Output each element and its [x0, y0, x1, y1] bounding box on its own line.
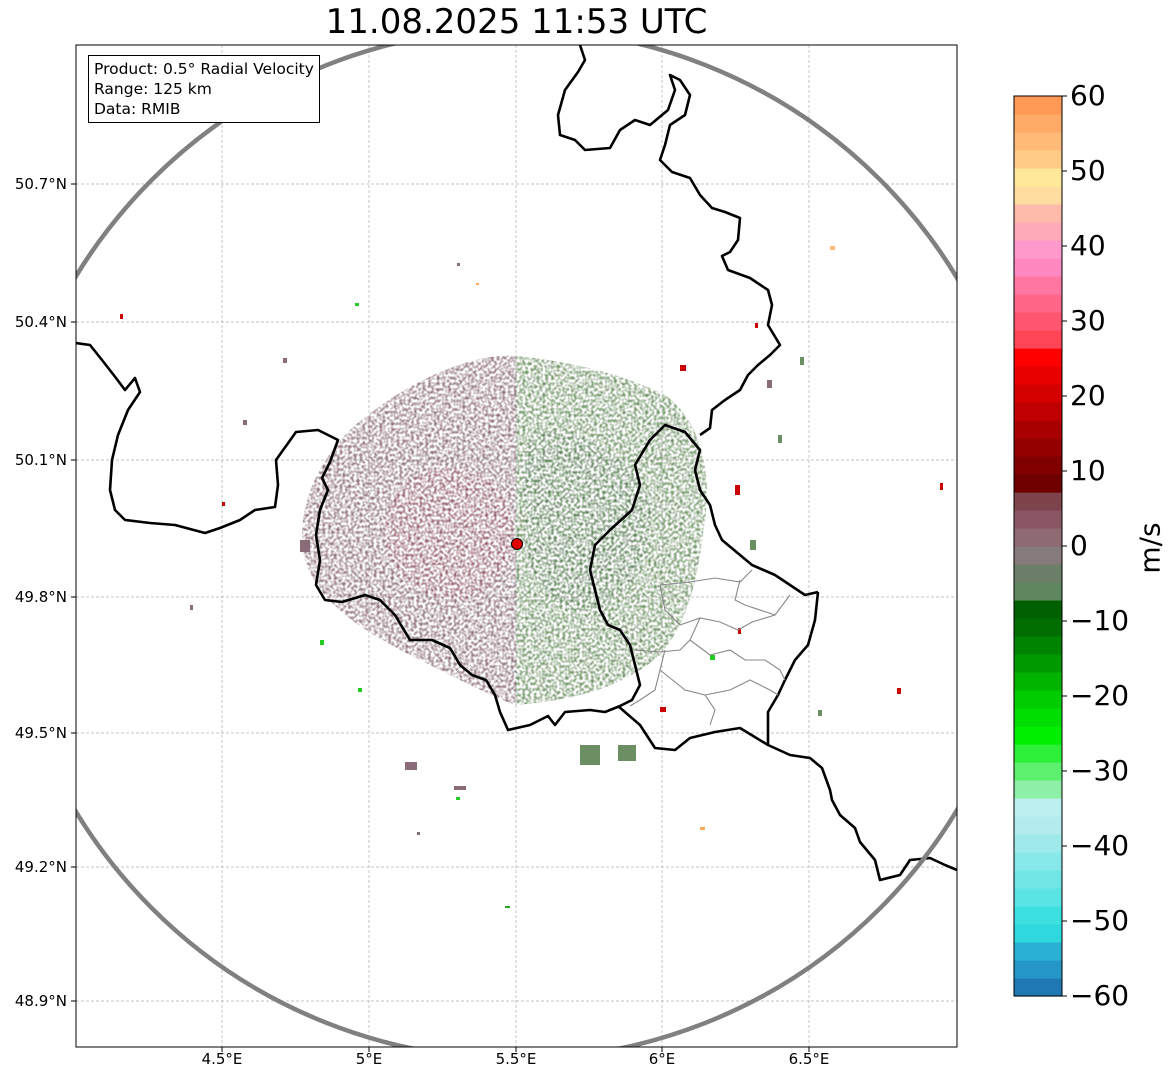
lat-label: 49.2°N [14, 858, 67, 876]
colorbar-segment [1014, 960, 1062, 979]
lon-label: 5.5°E [495, 1050, 537, 1068]
colorbar-segment [1014, 816, 1062, 835]
radar-site-marker [511, 538, 523, 550]
colorbar-segment [1014, 474, 1062, 493]
colorbar-tick-label: 60 [1070, 78, 1106, 112]
border-east [556, 45, 782, 437]
info-range: Range: 125 km [94, 80, 212, 98]
border-lux-east [766, 591, 820, 745]
info-box: Product: 0.5° Radial Velocity Range: 125… [88, 55, 320, 123]
colorbar-segment [1014, 636, 1062, 655]
colorbar-tick-label: −10 [1070, 603, 1130, 637]
colorbar-segment [1014, 294, 1062, 313]
colorbar-segment [1014, 978, 1062, 997]
map-title: 11.08.2025 11:53 UTC [325, 2, 708, 42]
colorbar-segment [1014, 564, 1062, 583]
colorbar-ticks [1062, 95, 1067, 997]
colorbar-segment [1014, 132, 1062, 151]
colorbar-segment [1014, 888, 1062, 907]
colorbar-tick-label: 20 [1070, 378, 1106, 412]
colorbar-segment [1014, 834, 1062, 853]
colorbar-segment [1014, 762, 1062, 781]
lon-label: 5°E [355, 1050, 383, 1068]
colorbar-segment [1014, 96, 1062, 115]
colorbar-unit-label: m/s [1133, 522, 1167, 574]
colorbar-tick-label: −20 [1070, 678, 1130, 712]
colorbar-segment [1014, 420, 1062, 439]
lat-label: 49.5°N [14, 724, 67, 742]
colorbar-segment [1014, 366, 1062, 385]
colorbar-segment [1014, 258, 1062, 277]
colorbar-tick-label: −30 [1070, 753, 1130, 787]
colorbar-segment [1014, 330, 1062, 349]
colorbar-segment [1014, 186, 1062, 205]
colorbar-segment [1014, 402, 1062, 421]
colorbar-tick-label: 30 [1070, 303, 1106, 337]
colorbar-segment [1014, 276, 1062, 295]
axis-ticks [71, 183, 810, 1052]
colorbar-segment [1014, 582, 1062, 601]
colorbar-segment [1014, 744, 1062, 763]
colorbar-segment [1014, 240, 1062, 259]
colorbar-segment [1014, 204, 1062, 223]
lon-label: 4.5°E [201, 1050, 243, 1068]
lat-label: 50.7°N [14, 175, 67, 193]
colorbar-segment [1014, 168, 1062, 187]
colorbar-segment [1014, 510, 1062, 529]
colorbar-segment [1014, 348, 1062, 367]
colorbar-segment [1014, 852, 1062, 871]
colorbar-tick-label: 10 [1070, 453, 1106, 487]
colorbar-segment [1014, 384, 1062, 403]
colorbar-segment [1014, 672, 1062, 691]
colorbar-segment [1014, 438, 1062, 457]
colorbar-segment [1014, 924, 1062, 943]
colorbar-tick-label: −50 [1070, 903, 1130, 937]
lat-label: 50.4°N [14, 313, 67, 331]
colorbar-segment [1014, 492, 1062, 511]
colorbar-tick-label: 0 [1070, 528, 1088, 562]
colorbar-segment [1014, 546, 1062, 565]
colorbar-segment [1014, 906, 1062, 925]
colorbar-segment [1014, 780, 1062, 799]
lon-label: 6°E [648, 1050, 676, 1068]
colorbar-segment [1014, 150, 1062, 169]
colorbar-segment [1014, 798, 1062, 817]
colorbar-segment [1014, 114, 1062, 133]
colorbar-segment [1014, 942, 1062, 961]
border-west [76, 341, 819, 732]
info-source: Data: RMIB [94, 100, 181, 118]
radar-echo-field [302, 355, 707, 705]
colorbar-tick-label: 50 [1070, 153, 1106, 187]
district-boundaries [629, 569, 791, 726]
colorbar-segment [1014, 222, 1062, 241]
echo-approaching-core [522, 430, 651, 611]
lon-label: 6.5°E [788, 1050, 830, 1068]
border-south [617, 705, 957, 882]
country-borders [76, 45, 957, 882]
colorbar-segment [1014, 312, 1062, 331]
colorbar [1014, 96, 1062, 997]
colorbar-segment [1014, 618, 1062, 637]
colorbar-tick-label: −60 [1070, 978, 1130, 1012]
colorbar-segment [1014, 708, 1062, 727]
colorbar-segment [1014, 528, 1062, 547]
info-product: Product: 0.5° Radial Velocity [94, 60, 314, 78]
colorbar-segment [1014, 726, 1062, 745]
colorbar-segment [1014, 600, 1062, 619]
colorbar-segment [1014, 870, 1062, 889]
echo-receding-core [384, 467, 513, 600]
colorbar-tick-label: 40 [1070, 228, 1106, 262]
colorbar-segment [1014, 456, 1062, 475]
colorbar-segment [1014, 690, 1062, 709]
lat-label: 49.8°N [14, 588, 67, 606]
colorbar-tick-label: −40 [1070, 828, 1130, 862]
lat-label: 50.1°N [14, 451, 67, 469]
echo-speckles [120, 91, 943, 908]
lat-label: 48.9°N [14, 992, 67, 1010]
colorbar-segment [1014, 654, 1062, 673]
